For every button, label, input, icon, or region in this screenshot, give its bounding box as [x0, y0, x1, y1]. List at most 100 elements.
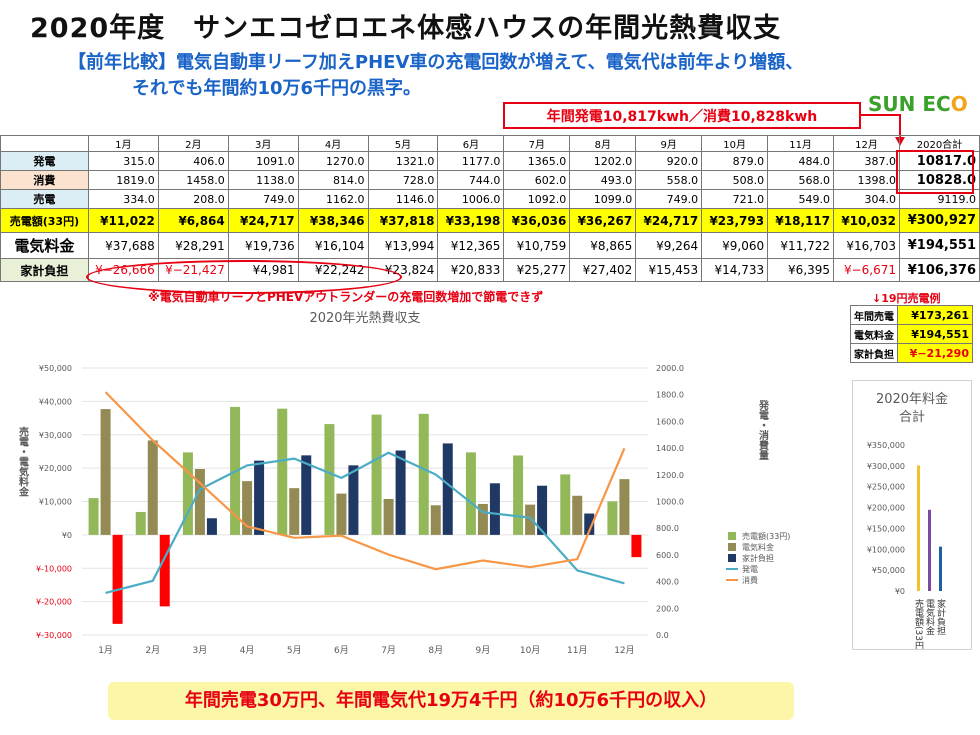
bar-balance — [584, 513, 595, 535]
total-y-tick: ¥150,000 — [867, 524, 905, 533]
table-cell: ¥12,365 — [437, 232, 505, 259]
table-cell: ¥38,346 — [297, 208, 369, 233]
total-highlight-box — [896, 150, 974, 194]
table-row-electricity-bill: 電気料金 ¥37,688 ¥28,291 ¥19,736 ¥16,104 ¥13… — [0, 232, 980, 259]
bar-sales — [88, 498, 99, 535]
legend-label: 電気料金 — [742, 542, 774, 552]
table-cell: ¥6,395 — [767, 258, 835, 282]
table-total-cell: ¥194,551 — [898, 232, 980, 259]
table-cell: ¥14,733 — [701, 258, 769, 282]
x-tick-label: 4月 — [240, 645, 255, 656]
side-row: 年間売電 ¥173,261 — [850, 305, 973, 325]
side-value: ¥194,551 — [897, 324, 973, 344]
x-tick-label: 3月 — [193, 645, 208, 656]
table-cell: ¥28,291 — [157, 232, 229, 259]
x-tick-label: 5月 — [287, 645, 302, 656]
subtitle-line1: 【前年比較】電気自動車リーフ加えPHEV車の充電回数が増えて、電気代は前年より増… — [68, 52, 804, 73]
legend-label: 消費 — [742, 575, 758, 585]
table-cell: 334.0 — [87, 189, 159, 209]
side-summary-table: 年間売電 ¥173,261 電気料金 ¥194,551 家計負担 ¥−21,290 — [850, 305, 973, 363]
y2-tick-label: 1400.0 — [656, 444, 684, 453]
line-generation — [105, 451, 625, 595]
table-cell: 920.0 — [635, 151, 703, 171]
legend-label: 発電 — [742, 565, 758, 574]
x-tick-label: 8月 — [428, 645, 443, 656]
table-row-sales-amount: 売電額(33円) ¥11,022 ¥6,864 ¥24,717 ¥38,346 … — [0, 208, 980, 233]
y2-axis-label: 発電・消費量 — [757, 399, 770, 460]
rate-note: ↓19円売電例 — [872, 292, 941, 305]
bar-balance — [159, 534, 170, 607]
table-cell: ¥10,759 — [503, 232, 571, 259]
table-cell: 1819.0 — [87, 170, 159, 190]
total-chart-title: 2020年料金 — [876, 391, 948, 407]
table-cell: ¥20,833 — [437, 258, 505, 282]
total-y-tick: ¥300,000 — [867, 462, 905, 471]
bar-elec — [477, 503, 488, 535]
y-tick-label: ¥50,000 — [39, 364, 72, 373]
y-tick-label: ¥-20,000 — [36, 598, 72, 607]
header-cell: 11月 — [767, 135, 835, 152]
side-row: 家計負担 ¥−21,290 — [850, 343, 973, 363]
bar-sales — [465, 452, 476, 535]
data-table: 1月 2月 3月 4月 5月 6月 7月 8月 9月 10月 11月 12月 2… — [0, 135, 980, 282]
bar-sales — [607, 501, 618, 535]
y-tick-label: ¥20,000 — [39, 464, 72, 473]
table-cell: 1138.0 — [227, 170, 299, 190]
table-cell: ¥11,022 — [87, 208, 159, 233]
table-cell: ¥9,264 — [635, 232, 703, 259]
line-consumption — [104, 391, 626, 571]
legend-label: 売電額(33円) — [742, 531, 790, 541]
row-label: 家計負担 — [0, 258, 89, 282]
bar-sales — [513, 455, 524, 535]
bar-elec — [194, 469, 205, 535]
table-cell: ¥24,717 — [635, 208, 703, 233]
y2-tick-label: 400.0 — [656, 578, 679, 587]
bar-balance — [489, 483, 500, 535]
header-cell: 10月 — [701, 135, 769, 152]
table-cell: ¥9,060 — [701, 232, 769, 259]
table-cell: 1177.0 — [437, 151, 505, 171]
page-title: 2020年度 サンエコゼロエネ体感ハウスの年間光熱費収支 — [30, 13, 782, 44]
bar-elec — [430, 505, 441, 535]
table-cell: ¥16,104 — [297, 232, 369, 259]
bar-sales — [182, 452, 193, 535]
y2-tick-label: 1600.0 — [656, 417, 684, 426]
y2-tick-label: 1200.0 — [656, 471, 684, 480]
table-cell: ¥10,032 — [833, 208, 900, 233]
table-cell: ¥6,864 — [157, 208, 229, 233]
row-label: 消費 — [0, 170, 89, 190]
bar-elec — [289, 488, 300, 535]
logo-text: SUN EC — [868, 92, 951, 116]
total-y-tick: ¥350,000 — [867, 441, 905, 450]
side-label: 家計負担 — [850, 343, 898, 363]
bar-balance — [206, 518, 217, 535]
table-cell: 1006.0 — [437, 189, 505, 209]
bar-balance — [537, 485, 548, 535]
bar-elec — [525, 504, 536, 535]
y-tick-label: ¥-30,000 — [36, 631, 72, 640]
table-cell: 1365.0 — [503, 151, 571, 171]
table-cell: 406.0 — [157, 151, 229, 171]
total-chart-title: 合計 — [899, 409, 925, 425]
table-cell: 1398.0 — [833, 170, 900, 190]
bar-balance — [112, 534, 123, 624]
y-axis-label: 売電・電気料金 — [17, 425, 30, 496]
table-cell: 1099.0 — [569, 189, 637, 209]
table-cell: 208.0 — [157, 189, 229, 209]
bar-balance — [631, 534, 642, 558]
header-cell: 6月 — [437, 135, 505, 152]
y2-tick-label: 1000.0 — [656, 498, 684, 507]
table-cell: ¥19,736 — [227, 232, 299, 259]
table-total-cell: 10828.0 — [898, 170, 980, 190]
x-tick-label: 1月 — [98, 645, 113, 656]
table-cell: ¥27,402 — [569, 258, 637, 282]
table-cell: ¥8,865 — [569, 232, 637, 259]
table-cell: ¥37,818 — [367, 208, 439, 233]
header-cell: 9月 — [635, 135, 703, 152]
table-cell: 568.0 — [767, 170, 835, 190]
bar-elec — [147, 440, 158, 535]
table-row-sold: 売電 334.0 208.0 749.0 1162.0 1146.0 1006.… — [0, 189, 980, 209]
table-total-cell: ¥300,927 — [898, 208, 980, 233]
table-cell: 558.0 — [635, 170, 703, 190]
y-tick-label: ¥30,000 — [39, 431, 72, 440]
